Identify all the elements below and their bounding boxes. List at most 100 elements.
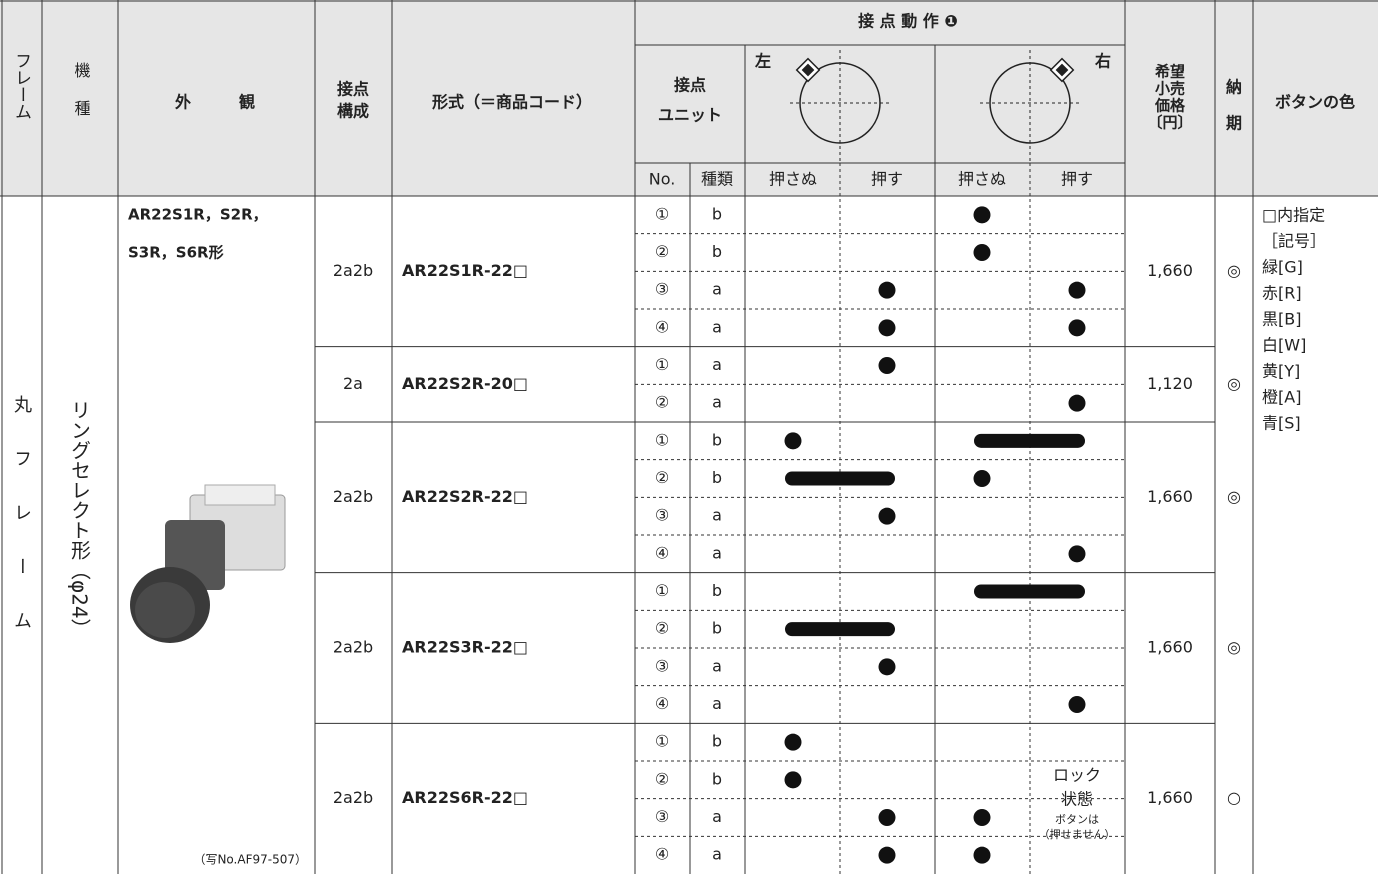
button-color: 橙[A] [1262, 388, 1301, 407]
frame-label: 丸フレーム [11, 395, 32, 665]
contact-no: ② [655, 242, 669, 261]
contact-config: 2a2b [333, 788, 373, 807]
model-code-header: 形式（＝商品コード） [432, 93, 592, 112]
model-code: AR22S2R-20□ [402, 374, 528, 393]
button-color: 白[W] [1262, 336, 1306, 355]
contact-type: a [712, 807, 722, 826]
contact-dot [973, 244, 991, 261]
contact-type: a [712, 317, 722, 336]
button-color: 黄[Y] [1262, 362, 1300, 381]
contact-type: a [712, 393, 722, 412]
sub-header: 押す [1061, 170, 1093, 189]
contact-dot [878, 809, 896, 826]
contact-type: a [712, 506, 722, 525]
contact-type: b [712, 581, 722, 600]
contact-unit-header: 接点 [674, 76, 706, 95]
contact-type: b [712, 242, 722, 261]
appearance-header: 外 観 [174, 93, 255, 112]
contact-dot [973, 809, 991, 826]
button-color: □内指定 [1262, 206, 1325, 225]
contact-type: b [712, 619, 722, 638]
contact-dot [784, 771, 802, 789]
right-diagram [980, 50, 1080, 163]
lock-note: （押せません） [1039, 827, 1116, 841]
delivery: ◎ [1227, 638, 1241, 657]
model-code: AR22S1R-22□ [402, 261, 528, 280]
sub-header: 押さぬ [769, 170, 817, 189]
model-code: AR22S2R-22□ [402, 487, 528, 506]
button-color: ［記号］ [1262, 232, 1326, 251]
button-color: 赤[R] [1262, 284, 1302, 303]
price: 1,660 [1147, 788, 1193, 807]
contact-dot [878, 319, 896, 337]
appearance-line: AR22S1R，S2R， [128, 206, 268, 224]
contact-no: ④ [655, 317, 669, 336]
price-header: 小売 [1155, 80, 1185, 98]
contact-no: ② [655, 468, 669, 487]
contact-dot [1068, 281, 1086, 299]
sub-header: 押す [871, 170, 903, 189]
contact-type: b [712, 769, 722, 788]
contact-dot [973, 846, 991, 864]
delivery-header: 期 [1226, 114, 1242, 133]
contact-dot [1068, 394, 1086, 412]
contact-config: 2a2b [333, 638, 373, 657]
contact-config-header: 構成 [337, 102, 369, 121]
price: 1,120 [1147, 374, 1193, 393]
contact-no: ① [655, 581, 669, 600]
delivery-header: 納 [1226, 78, 1242, 97]
contact-type: a [712, 845, 722, 864]
contact-no: ③ [655, 807, 669, 826]
model-header: 機種 [72, 62, 91, 138]
contact-bar [785, 471, 895, 486]
contact-operation-header: 接 点 動 作 ❶ [858, 12, 958, 31]
contact-type: a [712, 543, 722, 562]
contact-no: ④ [655, 694, 669, 713]
contact-dot [878, 507, 896, 525]
contact-no: ③ [655, 656, 669, 675]
contact-no: ② [655, 619, 669, 638]
contact-no: ① [655, 355, 669, 374]
contact-config: 2a [343, 374, 363, 393]
contact-bar [785, 622, 895, 637]
model-label: リングセレクト形（φ24） [68, 400, 92, 639]
sub-header: 押さぬ [958, 170, 1006, 189]
button-color: 青[S] [1262, 414, 1301, 433]
price-header: 〔円〕 [1147, 114, 1192, 132]
contact-type: a [712, 656, 722, 675]
frame-header: フレーム [11, 52, 31, 120]
contact-dot [878, 658, 896, 676]
contact-type: b [712, 430, 722, 449]
contact-dot [784, 733, 802, 751]
contact-dot [1068, 319, 1086, 337]
contact-bar [974, 584, 1085, 599]
delivery: ◎ [1227, 487, 1241, 506]
contact-no: ① [655, 430, 669, 449]
contact-no: ③ [655, 506, 669, 525]
model-code: AR22S6R-22□ [402, 788, 528, 807]
photo-caption: （写No.AF97-507） [193, 853, 307, 867]
contact-no: ① [655, 204, 669, 223]
contact-type: b [712, 468, 722, 487]
price-header: 価格 [1154, 97, 1186, 115]
delivery: ○ [1227, 788, 1241, 807]
contact-dot [1068, 696, 1086, 713]
price-header: 希望 [1155, 63, 1185, 81]
price: 1,660 [1147, 487, 1193, 506]
sub-header: No. [649, 170, 676, 189]
price: 1,660 [1147, 261, 1193, 280]
lock-note: ボタンは [1055, 813, 1099, 826]
button-color: 緑[G] [1262, 258, 1303, 277]
contact-type: b [712, 204, 722, 223]
product-photo [130, 484, 286, 643]
contact-dot [878, 281, 896, 299]
contact-dot [878, 357, 896, 374]
contact-unit-header: ユニット [658, 106, 722, 125]
button-color-header: ボタンの色 [1275, 93, 1355, 112]
lock-note: ロック [1053, 766, 1101, 785]
contact-type: a [712, 694, 722, 713]
delivery: ◎ [1227, 261, 1241, 280]
contact-dot [784, 432, 802, 450]
